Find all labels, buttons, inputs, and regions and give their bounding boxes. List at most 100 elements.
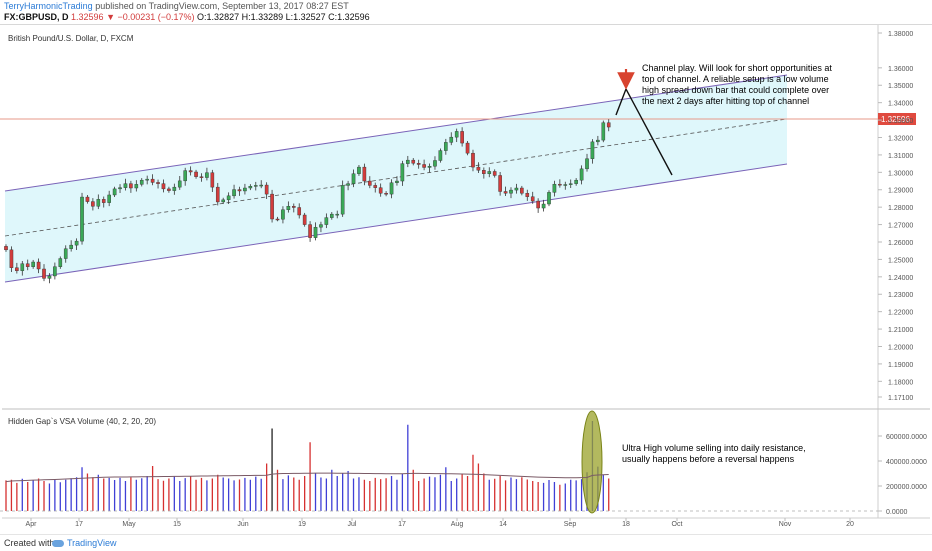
volume-note-line-1: Ultra High volume selling into daily res… [622, 443, 806, 453]
candle-body [335, 213, 340, 216]
volume-axis: 600000.0000 400000.0000 200000.0000 0.0000 [878, 434, 927, 516]
time-tick-label: Jun [237, 521, 248, 528]
candle-body [389, 182, 394, 195]
candle-body [340, 185, 345, 215]
candle-body [58, 258, 63, 267]
candle-body [42, 268, 46, 279]
candle-body [101, 199, 106, 203]
candle-body [36, 261, 41, 270]
volume-panel-title: Hidden Gap`s VSA Volume (40, 2, 20, 20) [8, 417, 156, 426]
candle-body [454, 131, 459, 138]
channel-note-line-3: high spread down bar that could complete… [642, 85, 829, 95]
price-tick-label: 1.33000 [888, 118, 913, 125]
candle-body [123, 183, 128, 188]
volume-bars [5, 421, 610, 511]
candle-body [351, 173, 356, 184]
volume-tick-label: 0.0000 [886, 509, 908, 516]
channel-upper-line[interactable] [4, 74, 788, 192]
volume-note-line-2: usually happens before a reversal happen… [622, 454, 795, 464]
candle-body [395, 180, 399, 183]
price-panel-title: British Pound/U.S. Dollar, D, FXCM [8, 34, 134, 43]
candle-body [514, 187, 519, 191]
time-tick-label: 19 [298, 521, 306, 528]
candle-body [558, 183, 562, 186]
price-tick-label: 1.17100 [888, 395, 913, 402]
candle-body [20, 263, 25, 271]
time-axis: Apr 17 May 15 Jun 19 Jul 17 Aug 14 Sep 18 Oct Nov 20 [26, 518, 854, 528]
chart-canvas[interactable]: 1.32596 1.38000 1.36000 1.35000 1.34000 1.33… [0, 25, 932, 535]
candle-body [210, 172, 215, 188]
time-tick-label: 17 [75, 521, 83, 528]
candle-body [416, 163, 421, 165]
candlestick-series [4, 119, 611, 284]
candle-body [139, 179, 144, 185]
time-tick-label: 14 [499, 521, 507, 528]
candle-body [487, 171, 492, 174]
candle-body [330, 213, 334, 218]
volume-average-line [5, 472, 609, 483]
channel-lower-line[interactable] [4, 163, 788, 283]
channel-note-line-1: Channel play. Will look for short opport… [642, 63, 832, 73]
time-tick-label: Nov [779, 521, 792, 528]
candle-body [15, 267, 19, 271]
candle-body [471, 152, 475, 168]
candle-body [319, 224, 323, 228]
candle-body [297, 207, 302, 216]
candle-body [205, 172, 209, 178]
price-change: 1.32596 ▼ −0.00231 (−0.17%) [71, 12, 195, 22]
footer-bar: Created with TradingView [0, 534, 932, 551]
candle-body [509, 189, 513, 194]
candle-body [264, 184, 269, 195]
candle-body [221, 199, 226, 203]
candle-body [568, 183, 573, 185]
candle-body [118, 187, 122, 190]
price-tick-label: 1.28000 [888, 205, 913, 212]
candle-body [232, 189, 236, 197]
candle-body [438, 150, 443, 161]
candle-body [476, 166, 481, 171]
tradingview-brand[interactable]: TradingView [52, 538, 117, 548]
candle-body [313, 226, 318, 238]
price-tick-label: 1.27000 [888, 223, 913, 230]
candle-body [324, 217, 329, 225]
time-tick-label: May [122, 521, 136, 528]
candle-body [520, 187, 524, 194]
price-tick-label: 1.19000 [888, 362, 913, 369]
candle-body [286, 206, 291, 210]
candle-body [378, 187, 383, 194]
price-axis: 1.38000 1.36000 1.35000 1.34000 1.33000 1.320… [878, 31, 913, 402]
price-tick-label: 1.36000 [888, 66, 913, 73]
volume-annotation[interactable]: Ultra High volume selling into daily res… [622, 443, 806, 464]
volume-tick-label: 200000.0000 [886, 484, 927, 491]
tradingview-logo-icon [52, 540, 64, 548]
channel-median-line[interactable] [4, 118, 788, 237]
time-tick-label: Jul [348, 521, 357, 528]
candle-body [427, 166, 432, 168]
candle-body [606, 122, 611, 128]
candle-body [579, 168, 584, 181]
time-tick-label: Apr [26, 521, 38, 528]
candle-body [145, 178, 149, 181]
price-tick-label: 1.18000 [888, 379, 913, 386]
volume-spike-highlight[interactable] [581, 410, 603, 514]
candle-body [536, 200, 540, 209]
candle-body [275, 218, 280, 221]
candle-body [237, 189, 242, 192]
candle-body [541, 203, 546, 209]
candle-body [96, 199, 101, 207]
candle-body [85, 196, 90, 202]
candle-body [384, 193, 388, 195]
candle-body [525, 193, 530, 197]
candle-body [259, 184, 264, 187]
candle-body [357, 166, 361, 174]
candle-body [63, 248, 68, 259]
candle-body [590, 141, 595, 159]
candle-body [547, 192, 551, 205]
candle-body [188, 170, 193, 173]
author-link[interactable]: TerryHarmonicTrading [4, 1, 93, 11]
candle-body [177, 180, 182, 188]
channel-annotation[interactable]: Channel play. Will look for short opport… [642, 63, 832, 106]
candle-body [226, 195, 231, 201]
candle-body [74, 240, 79, 246]
candle-body [199, 176, 204, 178]
